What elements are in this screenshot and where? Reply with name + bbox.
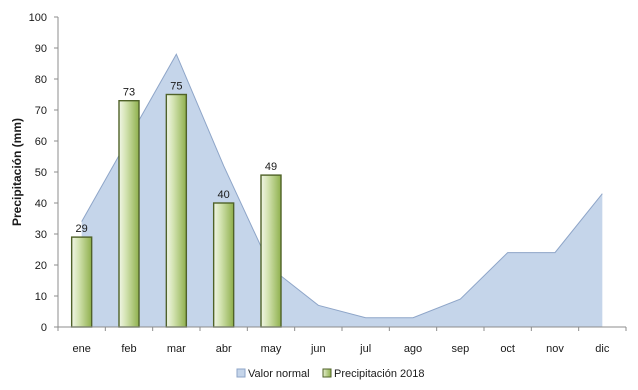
bar-may (260, 174, 282, 328)
x-tick-label-jul: jul (359, 343, 371, 355)
bar-abr (212, 202, 235, 328)
legend-swatch-precipitacion-2018 (322, 368, 332, 378)
data-label-mar: 75 (170, 81, 182, 93)
data-label-feb: 73 (123, 87, 135, 99)
legend-swatch-valor-normal (236, 368, 246, 378)
bar-feb (118, 99, 140, 328)
legend-label-precipitacion-2018: Precipitación 2018 (334, 368, 425, 380)
x-tick-label-may: may (261, 343, 282, 355)
x-tick-label-abr: abr (216, 343, 232, 355)
x-tick-label-jun: jun (310, 343, 326, 355)
y-tick-label-90: 90 (35, 43, 47, 55)
x-tick-label-mar: mar (167, 343, 186, 355)
x-tick-label-ene: ene (72, 343, 90, 355)
legend-label-valor-normal: Valor normal (248, 368, 310, 380)
data-label-ene: 29 (76, 223, 88, 235)
label-layer: 29 73 75 40 49 0 10 20 30 40 50 60 70 80 90 100 ene feb ma… (29, 12, 610, 355)
bar-mar (165, 93, 188, 328)
x-tick-label-dic: dic (595, 343, 610, 355)
bar-layer (70, 93, 282, 328)
area-layer (81, 53, 603, 327)
y-tick-label-10: 10 (35, 291, 47, 303)
x-tick-label-nov: nov (546, 343, 564, 355)
data-label-abr: 40 (218, 189, 230, 201)
x-tick-label-sep: sep (451, 343, 469, 355)
y-tick-label-60: 60 (35, 136, 47, 148)
y-tick-label-100: 100 (29, 12, 47, 24)
legend: Valor normal Precipitación 2018 (236, 368, 425, 380)
bar-ene (70, 236, 93, 328)
y-tick-label-0: 0 (41, 322, 47, 334)
y-axis-title: Precipitación (mm) (10, 118, 24, 226)
y-tick-label-40: 40 (35, 198, 47, 210)
axis-layer (54, 16, 627, 331)
x-tick-label-oct: oct (500, 343, 515, 355)
area-valor-normal-line (81, 53, 603, 319)
y-tick-label-20: 20 (35, 260, 47, 272)
y-tick-label-80: 80 (35, 74, 47, 86)
y-tick-label-50: 50 (35, 167, 47, 179)
area-valor-normal (81, 54, 603, 327)
x-tick-label-ago: ago (404, 343, 422, 355)
data-label-may: 49 (265, 161, 277, 173)
y-tick-label-70: 70 (35, 105, 47, 117)
y-tick-label-30: 30 (35, 229, 47, 241)
x-tick-label-feb: feb (121, 343, 136, 355)
